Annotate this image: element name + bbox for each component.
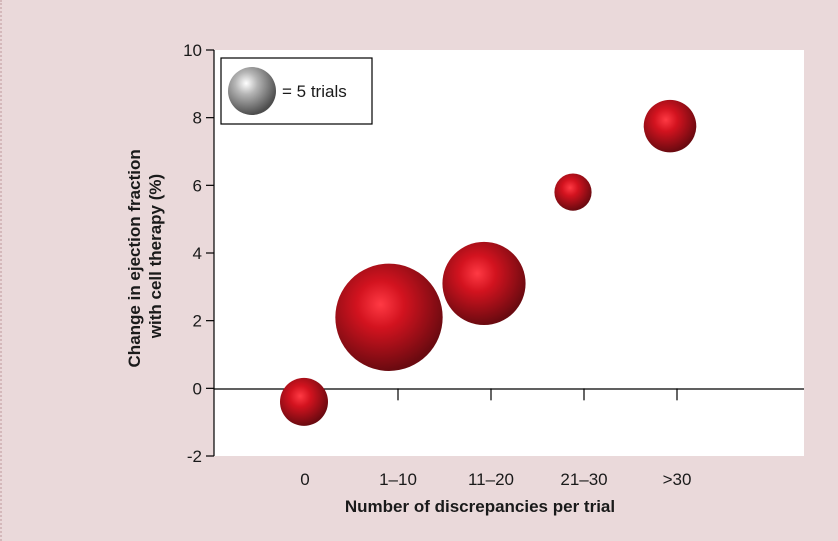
y-tick-label: -2 bbox=[187, 447, 202, 466]
legend-bubble bbox=[228, 67, 276, 115]
x-tick-label: >30 bbox=[663, 470, 692, 489]
bubble-1–10 bbox=[335, 263, 443, 371]
x-axis-ticks: 0 1–10 11–20 21–30 >30 bbox=[300, 388, 691, 489]
bubble-0 bbox=[280, 377, 328, 426]
x-tick-label: 11–20 bbox=[468, 470, 514, 489]
bubble-series bbox=[280, 99, 697, 426]
x-tick-label: 1–10 bbox=[379, 470, 417, 489]
y-axis-title: Change in ejection fraction with cell th… bbox=[125, 145, 165, 368]
x-tick-label: 0 bbox=[300, 470, 309, 489]
y-tick-label: 6 bbox=[193, 176, 202, 195]
bubble-11–20 bbox=[442, 241, 526, 326]
bubble->30 bbox=[643, 99, 697, 153]
y-tick-label: 10 bbox=[183, 41, 202, 60]
y-axis-title-line-2: with cell therapy (%) bbox=[146, 174, 165, 339]
y-axis-title-line-1: Change in ejection fraction bbox=[125, 149, 144, 367]
legend: = 5 trials bbox=[220, 57, 373, 125]
x-tick-label: 21–30 bbox=[560, 470, 607, 489]
y-tick-label: 4 bbox=[193, 244, 202, 263]
legend-label: = 5 trials bbox=[282, 82, 347, 101]
x-axis-title: Number of discrepancies per trial bbox=[345, 497, 615, 516]
bubble-21–30 bbox=[554, 173, 592, 211]
y-tick-label: 8 bbox=[193, 109, 202, 128]
y-tick-label: 2 bbox=[193, 312, 202, 331]
y-tick-label: 0 bbox=[193, 379, 202, 398]
y-axis-ticks: -2 0 2 4 6 8 10 bbox=[183, 41, 214, 466]
